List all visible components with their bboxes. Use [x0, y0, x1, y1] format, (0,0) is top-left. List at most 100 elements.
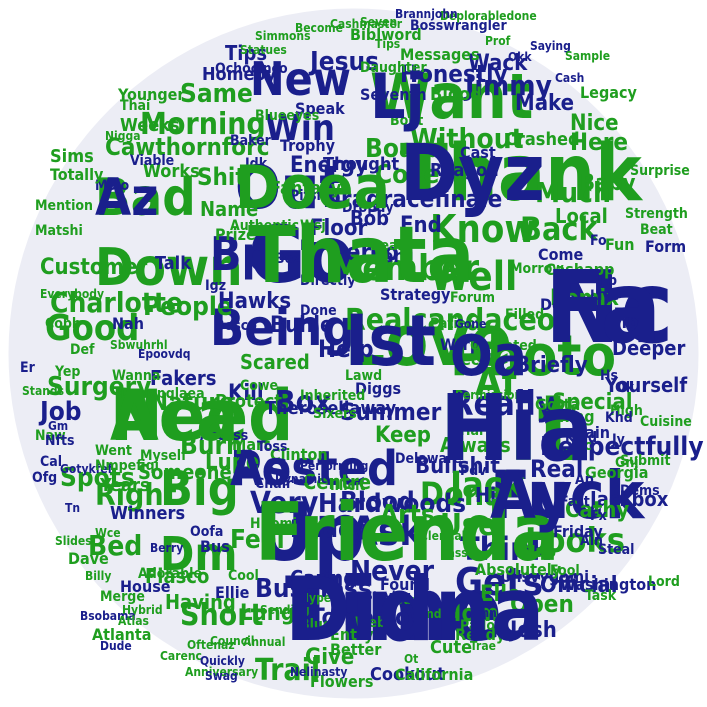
cloud-word: Ay	[490, 457, 572, 534]
cloud-word: Shit	[197, 163, 246, 191]
cloud-word: Dm	[160, 527, 238, 581]
cloud-word: Realcandaceo	[345, 303, 555, 338]
cloud-word: Ok	[615, 380, 635, 396]
cloud-word: Baby	[580, 171, 636, 196]
cloud-word: Respectfully	[540, 432, 704, 462]
cloud-word: Come	[538, 245, 583, 264]
cloud-word: Merge	[100, 589, 145, 605]
cloud-word: Forum	[450, 290, 495, 306]
cloud-word: Open	[510, 590, 574, 618]
cloud-word: Nelinasty	[290, 665, 347, 679]
cloud-word: Entry	[330, 625, 374, 644]
cloud-word: Ochocinco	[215, 61, 288, 77]
cloud-word: Filled	[505, 307, 544, 323]
cloud-word: Deal	[370, 238, 402, 254]
cloud-word: Ready	[455, 625, 506, 644]
cloud-word: Lawd	[345, 368, 382, 384]
cloud-word: Cast	[460, 143, 496, 162]
cloud-word: Access	[200, 428, 248, 444]
cloud-word: Cove	[375, 160, 439, 190]
cloud-word: Burn	[180, 431, 243, 461]
cloud-word: Find	[300, 238, 331, 254]
cloud-word: Hyped	[300, 591, 339, 605]
cloud-word: Make	[515, 91, 574, 116]
cloud-word: Aca	[110, 375, 239, 457]
cloud-word: Without	[410, 122, 524, 155]
cloud-word: Prize	[215, 225, 256, 244]
cloud-word: Caring	[290, 566, 356, 590]
cloud-word: Delaware	[395, 451, 462, 467]
cloud-word: Hi	[475, 483, 496, 507]
cloud-word: Much	[535, 176, 611, 209]
cloud-word: Board	[365, 134, 443, 164]
cloud-word: Ot	[404, 652, 418, 666]
cloud-word: Bsobama	[80, 609, 136, 623]
cloud-word: Uilsvygomi	[500, 567, 589, 586]
cloud-word: Having	[165, 590, 236, 614]
cloud-word: Adorable	[138, 566, 202, 582]
cloud-word: Berry	[150, 541, 183, 555]
cloud-word: Morrow	[510, 261, 564, 277]
cloud-word: Spots	[60, 463, 135, 493]
cloud-word: Af	[475, 360, 517, 404]
cloud-word: Go	[248, 211, 354, 301]
cloud-word: Right	[95, 478, 177, 513]
cloud-word: Become	[295, 21, 343, 35]
cloud-word: Authentic	[230, 218, 299, 234]
cloud-word: Ellie	[215, 583, 250, 602]
cloud-word: Club	[520, 542, 556, 561]
cloud-word: Bout	[390, 113, 423, 129]
cloud-word: Fuck	[490, 457, 646, 534]
cloud-word: Went	[95, 443, 132, 459]
cloud-word: Thank	[400, 129, 644, 219]
cloud-word: Mom	[440, 599, 499, 627]
cloud-word: Works	[143, 161, 200, 182]
cloud-word: Anniversary	[185, 665, 258, 679]
cloud-word: Speak	[295, 99, 345, 118]
cloud-word: Directly	[300, 273, 356, 289]
cloud-word: Special	[552, 390, 633, 415]
cloud-word: Performing	[300, 459, 368, 473]
cloud-word: Wce	[95, 526, 121, 540]
cloud-word: Messages	[400, 45, 480, 64]
cloud-word: Customer	[40, 255, 148, 280]
cloud-word: Help	[318, 335, 374, 363]
cloud-word: Hawks	[218, 289, 291, 314]
cloud-word: Trail	[255, 653, 320, 688]
cloud-word: Real	[530, 455, 583, 483]
cloud-word: Steal	[598, 542, 634, 558]
cloud-word: New	[250, 52, 351, 106]
cloud-word: Fa	[545, 249, 661, 366]
cloud-word: Daughter	[360, 60, 427, 76]
cloud-word: Igz	[205, 278, 226, 294]
cloud-word: Doea	[235, 153, 390, 223]
cloud-word: As	[230, 441, 289, 497]
cloud-word: Hia	[440, 375, 593, 482]
cloud-word: Really	[450, 384, 556, 424]
cloud-word: Lost	[550, 443, 580, 459]
cloud-word: Ain	[580, 533, 603, 549]
cloud-word: Tn	[65, 501, 80, 515]
cloud-word: Padoo	[460, 618, 504, 634]
cloud-word: Cashapp	[545, 260, 614, 279]
cloud-word: Member	[330, 248, 479, 289]
cloud-word: Up	[255, 486, 365, 579]
cloud-word: Dude	[100, 639, 132, 653]
cloud-word: Years	[99, 475, 150, 496]
cloud-word: Official	[540, 573, 618, 598]
cloud-word: Sample	[565, 49, 610, 63]
cloud-word: Cashmaster	[330, 17, 403, 31]
cloud-word: Atlanta	[92, 625, 152, 644]
cloud-word: Viable	[130, 153, 174, 169]
cloud-word: Bp	[210, 227, 271, 281]
cloud-word: Local	[555, 204, 608, 228]
cloud-word: Baker	[230, 133, 272, 149]
cloud-word: Love	[345, 300, 512, 382]
cloud-word: Thai	[120, 98, 150, 114]
cloud-word: Cool	[228, 568, 259, 584]
cloud-word: Dynamic	[275, 472, 327, 486]
cloud-word: Josh	[508, 618, 557, 643]
cloud-word: Winners	[110, 503, 185, 524]
cloud-word: Recall	[450, 350, 499, 369]
